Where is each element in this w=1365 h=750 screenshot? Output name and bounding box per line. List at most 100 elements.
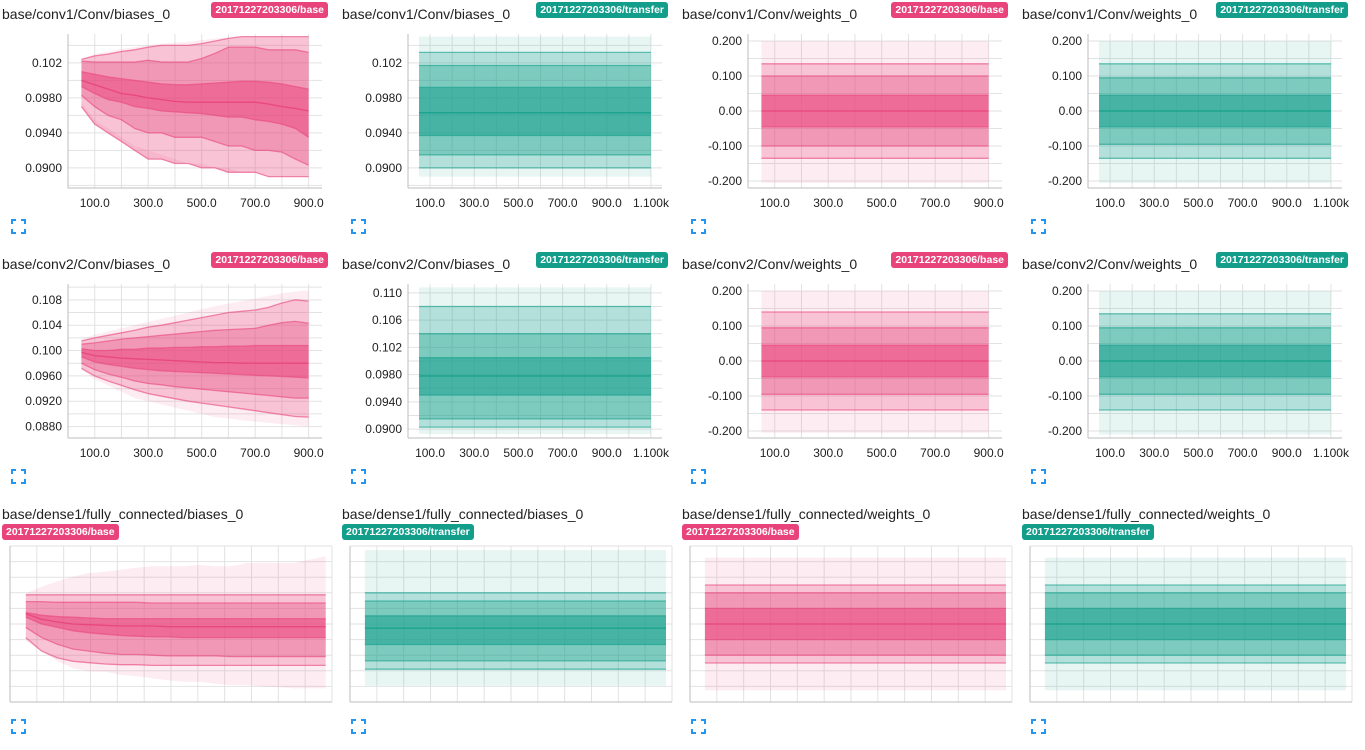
- x-tick-label: 100.0: [415, 446, 445, 460]
- percentile-band: [1099, 291, 1331, 314]
- x-tick-label: 500.0: [867, 196, 897, 210]
- percentile-band: [1099, 361, 1331, 377]
- expand-icon[interactable]: [1031, 219, 1046, 234]
- percentile-band: [25, 612, 326, 627]
- axis: [689, 546, 1012, 703]
- percentile-band: [419, 333, 651, 358]
- x-tick-label: 1.100k: [1313, 196, 1350, 210]
- axis: [9, 546, 332, 703]
- percentile-band: [81, 352, 309, 378]
- expand-icon[interactable]: [691, 719, 706, 734]
- percentile-band: [1044, 663, 1346, 691]
- percentile-band: [761, 146, 989, 159]
- percentile-band: [761, 291, 989, 312]
- histogram-plot: -0.200 -0.100 0.00 0.100 0.200 100.0 300.0 500.…: [708, 34, 1004, 210]
- percentile-line: [81, 320, 309, 345]
- percentile-band: [81, 80, 309, 138]
- run-badge: 20171227203306/base: [211, 2, 328, 18]
- y-tick-label: 0.0900: [25, 161, 62, 175]
- percentile-band: [761, 327, 989, 346]
- expand-icon[interactable]: [11, 469, 26, 484]
- histogram-card: base/dense1/fully_connected/weights_0 201…: [680, 500, 1020, 750]
- histogram-plot: [9, 545, 333, 703]
- axis: [1087, 34, 1342, 189]
- percentile-line: [25, 600, 326, 604]
- x-tick-label: 500.0: [1183, 446, 1213, 460]
- percentile-line: [25, 626, 326, 658]
- histogram-card: 0.0900 0.0940 0.0980 0.102 0.106 0.110 100.0 30…: [340, 250, 680, 500]
- x-tick-label: 900.0: [1272, 196, 1302, 210]
- chart-title: base/conv1/Conv/biases_0: [342, 6, 511, 22]
- percentile-band: [761, 111, 989, 127]
- histogram-plot: -0.200 -0.100 0.00 0.100 0.200 100.0 300.0 500.…: [1048, 284, 1350, 460]
- histogram-card: 0.0880 0.0920 0.0960 0.100 0.104 0.108 100.0 30…: [0, 250, 340, 500]
- percentile-band: [1099, 63, 1331, 78]
- percentile-band: [704, 585, 1006, 593]
- y-tick-label: -0.200: [708, 174, 742, 188]
- percentile-band: [704, 663, 1006, 691]
- y-tick-label: 0.108: [32, 293, 62, 307]
- percentile-line: [81, 362, 309, 399]
- percentile-band: [364, 601, 666, 616]
- run-badge: 20171227203306/transfer: [1216, 252, 1348, 268]
- histogram-card: 0.0900 0.0940 0.0980 0.102 100.0 300.0 500.0 70…: [340, 0, 680, 250]
- y-tick-label: 0.0940: [365, 126, 402, 140]
- x-tick-label: 100.0: [80, 196, 110, 210]
- expand-icon[interactable]: [691, 219, 706, 234]
- percentile-band: [1044, 608, 1346, 624]
- percentile-line: [81, 46, 309, 63]
- x-tick-label: 100.0: [1095, 446, 1125, 460]
- percentile-band: [419, 167, 651, 177]
- expand-icon[interactable]: [351, 719, 366, 734]
- y-tick-label: 0.110: [373, 286, 402, 300]
- y-tick-label: 0.100: [712, 319, 742, 333]
- percentile-band: [1044, 557, 1346, 585]
- percentile-line: [81, 79, 309, 112]
- y-tick-label: 0.0960: [25, 369, 62, 383]
- expand-icon[interactable]: [1031, 469, 1046, 484]
- axis: [407, 34, 662, 189]
- percentile-band: [81, 86, 309, 166]
- expand-icon[interactable]: [1031, 719, 1046, 734]
- percentile-band: [1099, 158, 1331, 183]
- axis: [67, 34, 322, 189]
- x-tick-label: 900.0: [294, 196, 324, 210]
- percentile-band: [1044, 592, 1346, 609]
- y-tick-label: 0.200: [712, 34, 742, 48]
- y-tick-label: 0.0900: [365, 161, 402, 175]
- percentile-band: [1044, 655, 1346, 663]
- x-tick-label: 100.0: [760, 446, 790, 460]
- expand-icon[interactable]: [351, 219, 366, 234]
- y-tick-label: 0.0940: [25, 126, 62, 140]
- y-tick-label: 0.100: [32, 344, 62, 358]
- axis: [1029, 546, 1352, 703]
- histogram-card: -0.200 -0.100 0.00 0.100 0.200 100.0 300.0 500.…: [1020, 0, 1360, 250]
- percentile-band: [419, 395, 651, 419]
- expand-icon[interactable]: [11, 219, 26, 234]
- y-tick-label: -0.200: [708, 424, 742, 438]
- expand-icon[interactable]: [11, 719, 26, 734]
- axis: [747, 284, 1002, 439]
- y-tick-label: 0.100: [1052, 69, 1082, 83]
- expand-icon[interactable]: [691, 469, 706, 484]
- run-badge: 20171227203306/base: [682, 524, 799, 540]
- x-tick-label: 300.0: [1139, 446, 1169, 460]
- percentile-band: [1099, 376, 1331, 395]
- y-tick-label: 0.100: [1052, 319, 1082, 333]
- histogram-card: base/dense1/fully_connected/weights_0 201…: [1020, 500, 1360, 750]
- percentile-band: [761, 394, 989, 410]
- axis: [1087, 284, 1342, 439]
- percentile-band: [419, 135, 651, 155]
- percentile-band: [419, 376, 651, 396]
- x-tick-label: 300.0: [459, 196, 489, 210]
- chart-title: base/dense1/fully_connected/weights_0: [682, 506, 931, 522]
- percentile-line: [81, 351, 309, 364]
- x-tick-label: 500.0: [1183, 196, 1213, 210]
- percentile-band: [364, 644, 666, 661]
- histogram-card: base/dense1/fully_connected/biases_0 2017…: [0, 500, 340, 750]
- expand-icon[interactable]: [351, 469, 366, 484]
- percentile-band: [81, 95, 309, 177]
- percentile-band: [419, 154, 651, 168]
- chart-title: base/conv1/Conv/weights_0: [1022, 6, 1198, 22]
- axis: [747, 34, 1002, 189]
